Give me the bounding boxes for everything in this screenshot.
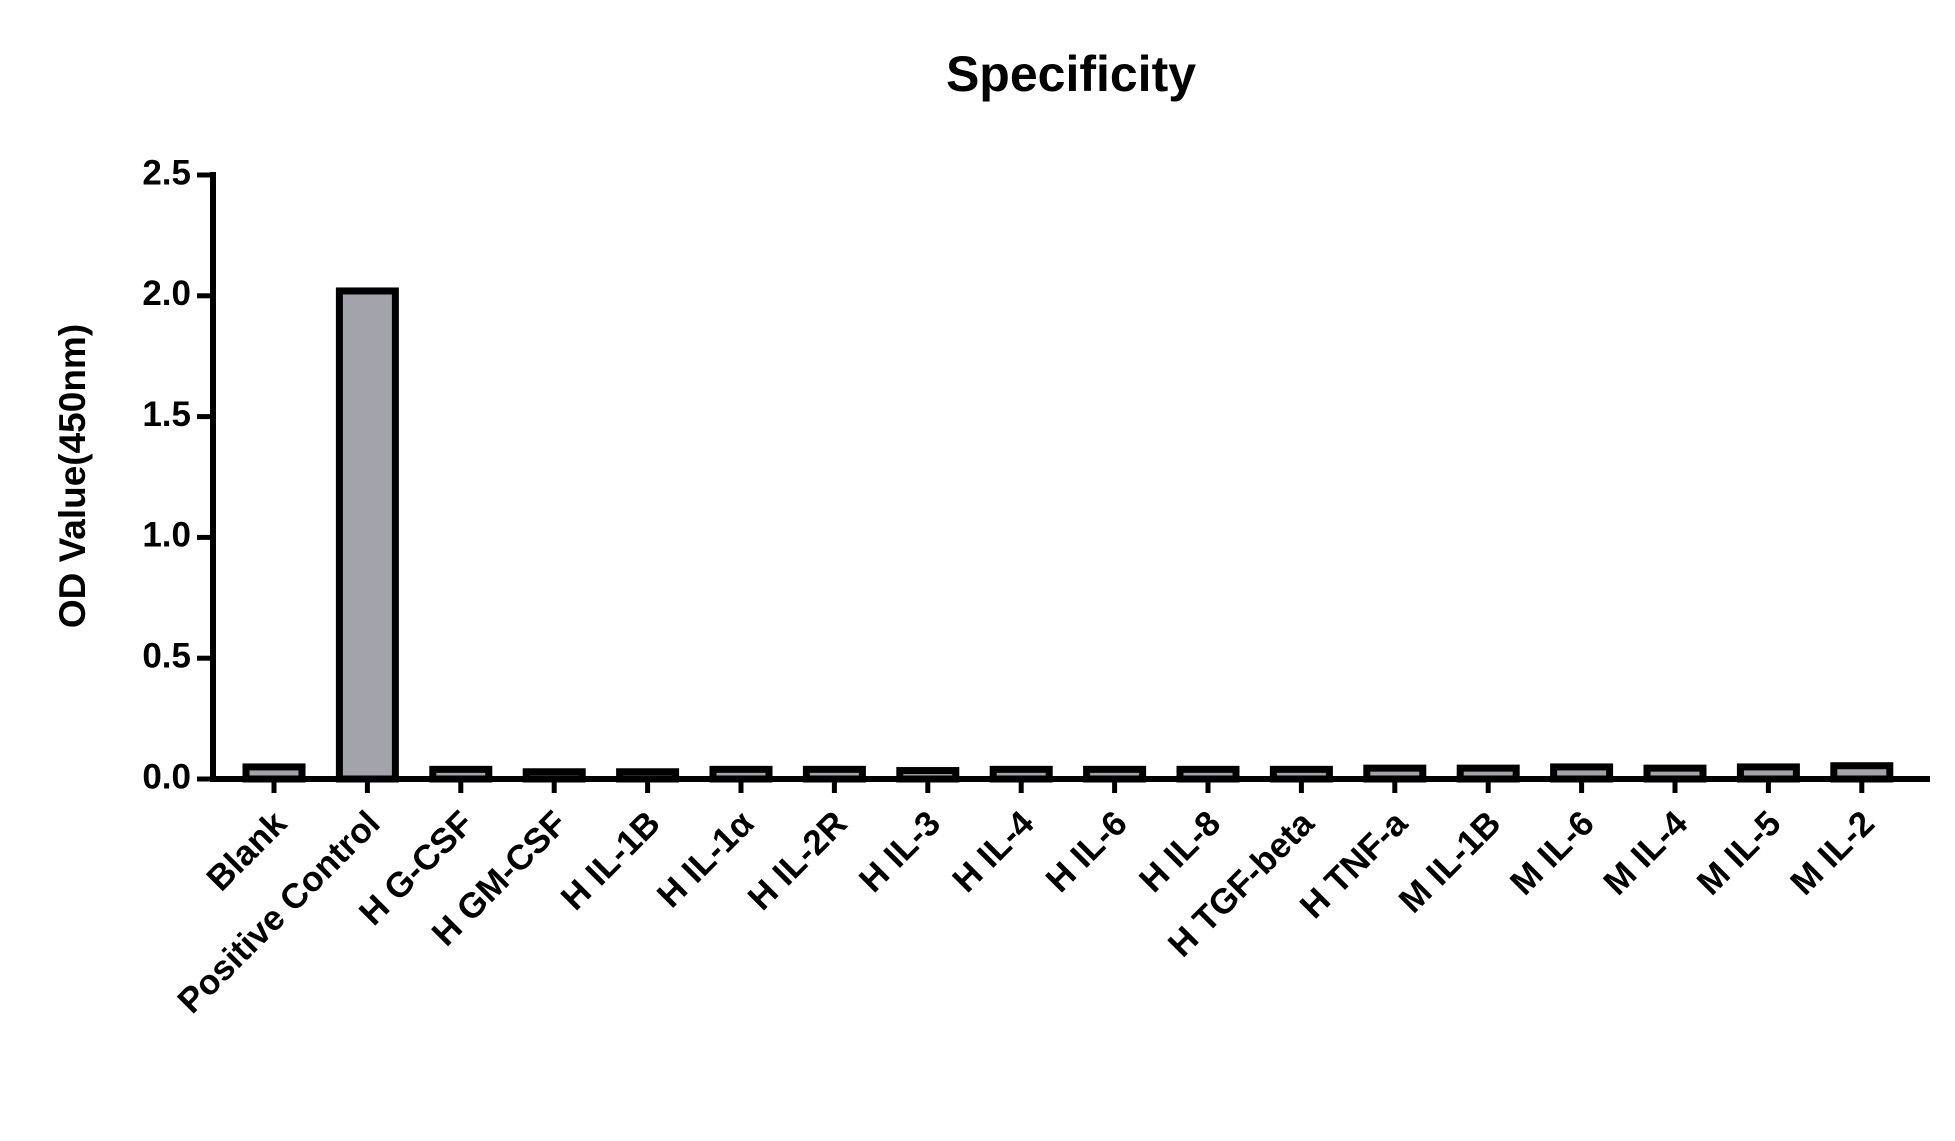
chart-title: Specificity (946, 46, 1196, 102)
y-tick-label: 2.5 (142, 153, 191, 192)
x-tick-label: M IL-6 (1503, 804, 1602, 903)
x-tick-label: M IL-1B (1391, 804, 1508, 921)
y-tick-label: 2.0 (142, 274, 191, 313)
bar (335, 287, 399, 783)
y-tick-label: 0.5 (142, 636, 191, 675)
y-axis-label: OD Value(450nm) (52, 324, 93, 628)
y-tick-label: 1.5 (142, 395, 191, 434)
x-tick-label: M IL-4 (1596, 803, 1695, 902)
x-tick-label: H IL-3 (852, 804, 948, 900)
y-tick-label: 0.0 (142, 757, 191, 796)
x-tick-label: M IL-5 (1690, 804, 1789, 903)
x-tick-label: H IL-1B (554, 804, 668, 918)
x-tick-label: H IL-1α (650, 803, 762, 915)
x-tick-label: M IL-2 (1783, 804, 1882, 903)
x-tick-label: H IL-2R (740, 804, 854, 918)
y-tick-label: 1.0 (142, 516, 191, 555)
x-tick-label: H IL-6 (1038, 804, 1134, 900)
x-tick-label: H IL-4 (945, 803, 1042, 900)
